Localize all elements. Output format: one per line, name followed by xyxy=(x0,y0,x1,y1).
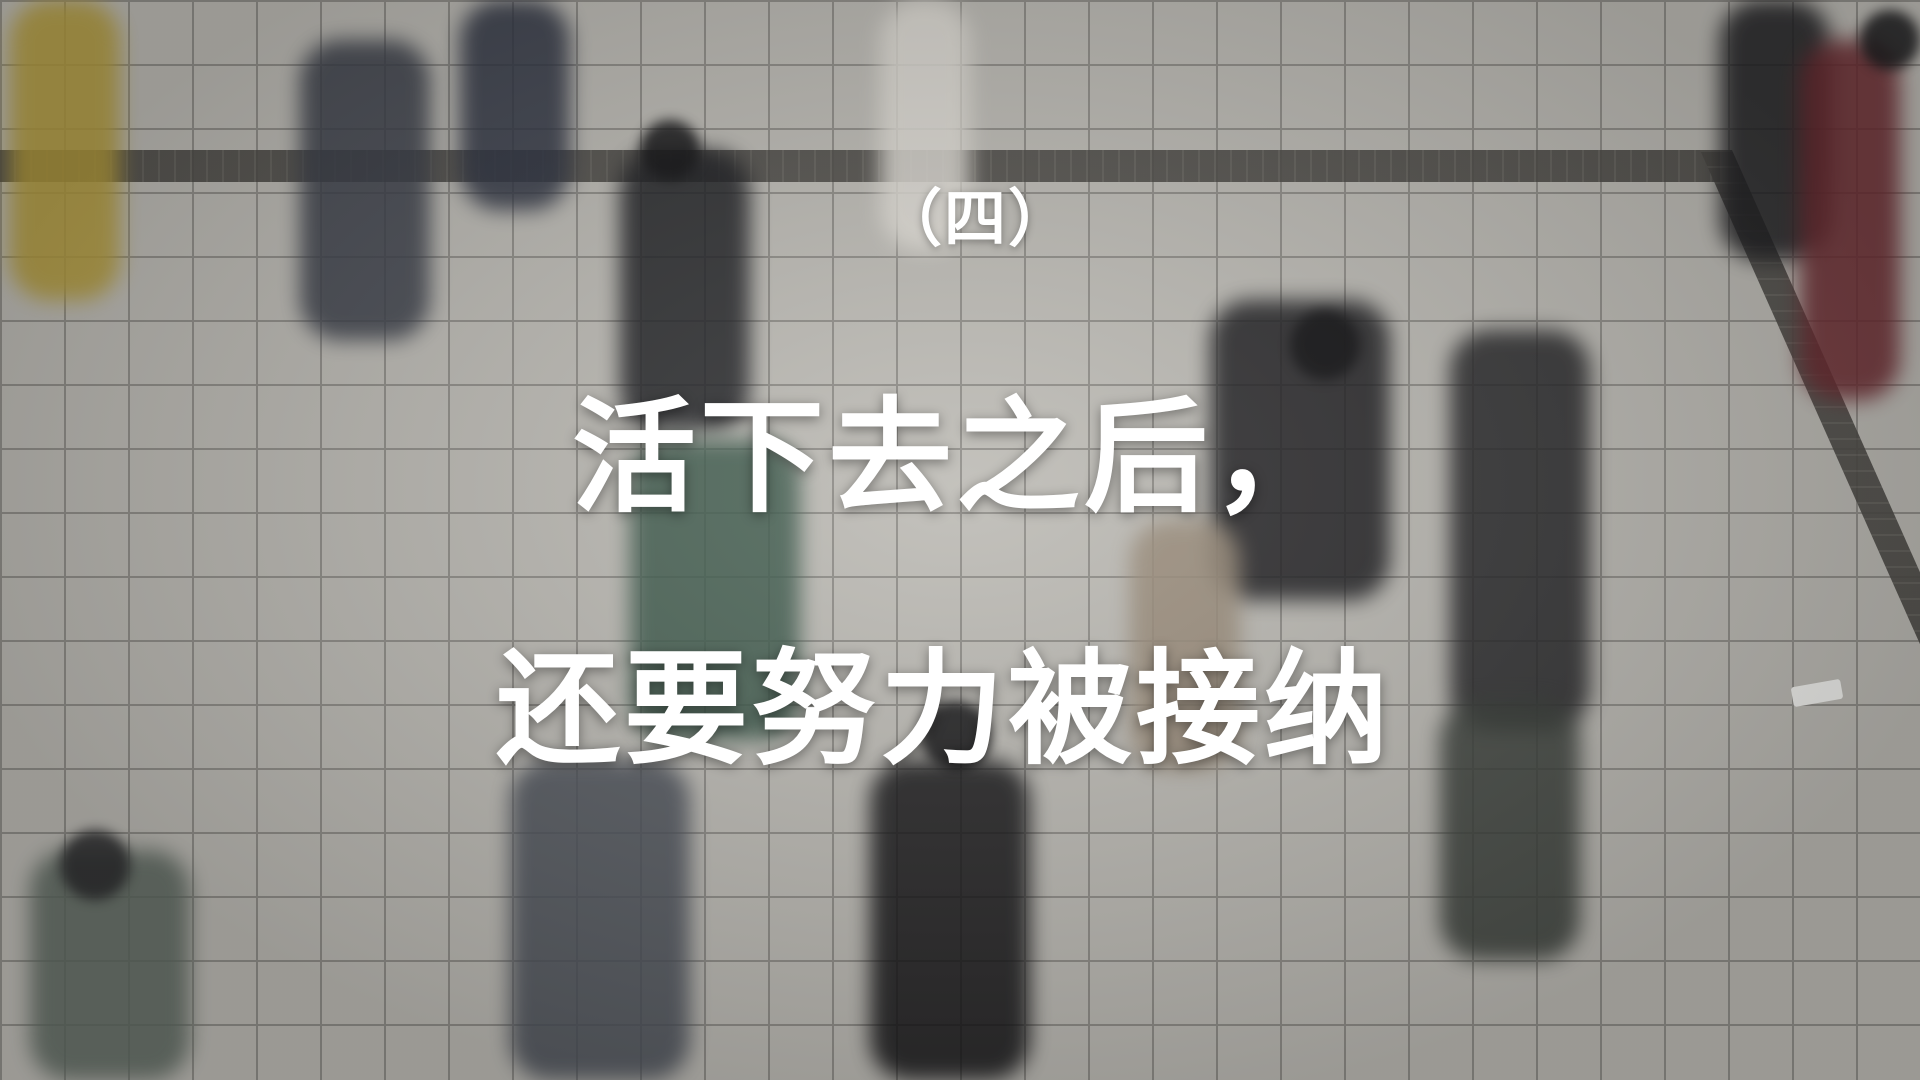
title-line-1: 活下去之后， xyxy=(572,385,1341,530)
pedestrian xyxy=(510,760,690,1080)
pedestrian xyxy=(880,0,970,250)
title-line-2: 还要努力被接纳 xyxy=(496,637,1393,782)
pedestrian xyxy=(1130,520,1240,770)
pedestrian-head xyxy=(920,700,990,770)
tactile-strip xyxy=(0,150,1720,182)
pedestrian xyxy=(620,150,750,430)
pedestrian xyxy=(460,0,570,210)
pedestrian xyxy=(300,40,430,340)
pedestrian xyxy=(1450,330,1590,730)
pedestrian xyxy=(1440,700,1580,960)
pedestrian xyxy=(630,440,800,740)
pedestrian xyxy=(1800,40,1900,400)
pedestrian-head xyxy=(640,120,700,180)
pedestrian-head xyxy=(1860,10,1920,70)
pedestrian xyxy=(10,0,120,300)
pedestrian-head xyxy=(1290,310,1360,380)
pedestrian xyxy=(870,760,1030,1080)
pedestrian-head xyxy=(60,830,130,900)
chapter-number: （四） xyxy=(880,182,1073,255)
